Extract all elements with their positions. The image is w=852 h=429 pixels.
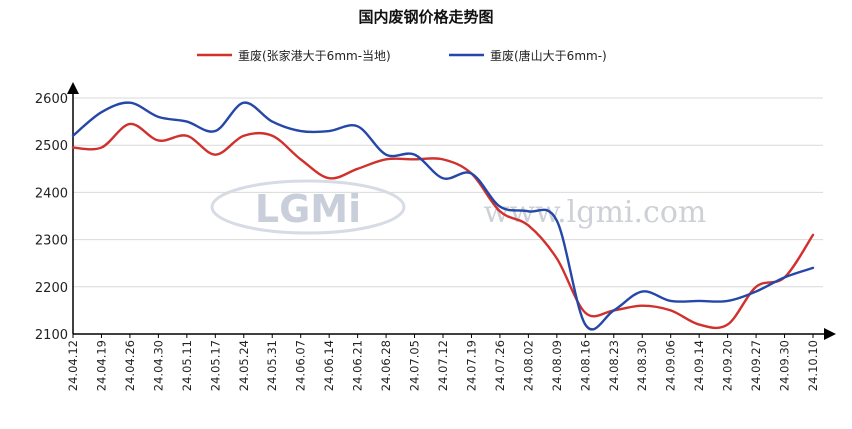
watermark-site-text: www.lgmi.com <box>484 195 707 230</box>
watermark: LGMi www.lgmi.com <box>210 179 707 235</box>
x-tick-label: 24.08.16 <box>578 340 592 391</box>
x-tick-label: 24.09.06 <box>664 340 678 391</box>
y-tick-label: 2400 <box>35 186 68 201</box>
x-tick-label: 24.08.09 <box>550 340 564 391</box>
x-tick-label: 24.09.30 <box>778 340 792 391</box>
x-tick-label: 24.05.17 <box>208 340 222 391</box>
x-tick-label: 24.08.23 <box>607 340 621 391</box>
y-tick-label: 2200 <box>35 281 68 296</box>
y-axis-ticks: 2100 2200 2300 2400 2500 2600 <box>35 92 68 343</box>
x-tick-label: 24.09.27 <box>749 340 763 391</box>
y-tick-label: 2300 <box>35 234 68 249</box>
x-tick-label: 24.05.31 <box>265 340 279 391</box>
x-tick-label: 24.10.10 <box>806 340 820 391</box>
y-tick-label: 2500 <box>35 139 68 154</box>
x-tick-label: 24.07.12 <box>436 340 450 391</box>
x-axis-arrow <box>824 328 836 340</box>
x-tick-label: 24.08.02 <box>521 340 535 391</box>
x-tick-label: 24.05.11 <box>180 340 194 391</box>
x-tick-label: 24.04.26 <box>123 340 137 391</box>
y-tick-label: 2100 <box>35 328 68 343</box>
x-tick-label: 24.06.28 <box>379 340 393 391</box>
y-axis-arrow <box>67 82 79 94</box>
legend: 重废(张家港大于6mm-当地) 重废(唐山大于6mm-) <box>197 48 607 63</box>
grid <box>73 97 823 288</box>
x-tick-label: 24.08.30 <box>635 340 649 391</box>
y-tick-label: 2600 <box>35 92 68 107</box>
series-line-tangshan <box>71 101 815 331</box>
series-line-zhangjiagang <box>71 122 815 330</box>
x-tick-label: 24.09.20 <box>721 340 735 391</box>
x-tick-label: 24.06.14 <box>322 340 336 391</box>
chart-title: 国内废钢价格走势图 <box>358 8 493 26</box>
legend-label-tangshan: 重废(唐山大于6mm-) <box>490 48 607 63</box>
x-tick-label: 24.06.21 <box>351 340 365 391</box>
x-tick-label: 24.04.30 <box>151 340 165 391</box>
watermark-logo-text: LGMi <box>255 187 361 231</box>
x-tick-label: 24.04.12 <box>66 340 80 391</box>
x-tick-label: 24.07.26 <box>493 340 507 391</box>
x-tick-label: 24.04.19 <box>94 340 108 391</box>
x-tick-label: 24.07.05 <box>408 340 422 391</box>
x-axis-ticks: 24.04.12 24.04.19 24.04.26 24.04.30 24.05.11… <box>66 334 820 391</box>
legend-label-zhangjiagang: 重废(张家港大于6mm-当地) <box>238 48 391 63</box>
x-tick-label: 24.09.14 <box>692 340 706 391</box>
x-tick-label: 24.06.07 <box>294 340 308 391</box>
axes <box>67 82 836 340</box>
series-lines <box>71 101 815 331</box>
x-tick-label: 24.05.24 <box>237 340 251 391</box>
watermark-logo-ring <box>210 179 406 235</box>
x-tick-label: 24.07.19 <box>464 340 478 391</box>
